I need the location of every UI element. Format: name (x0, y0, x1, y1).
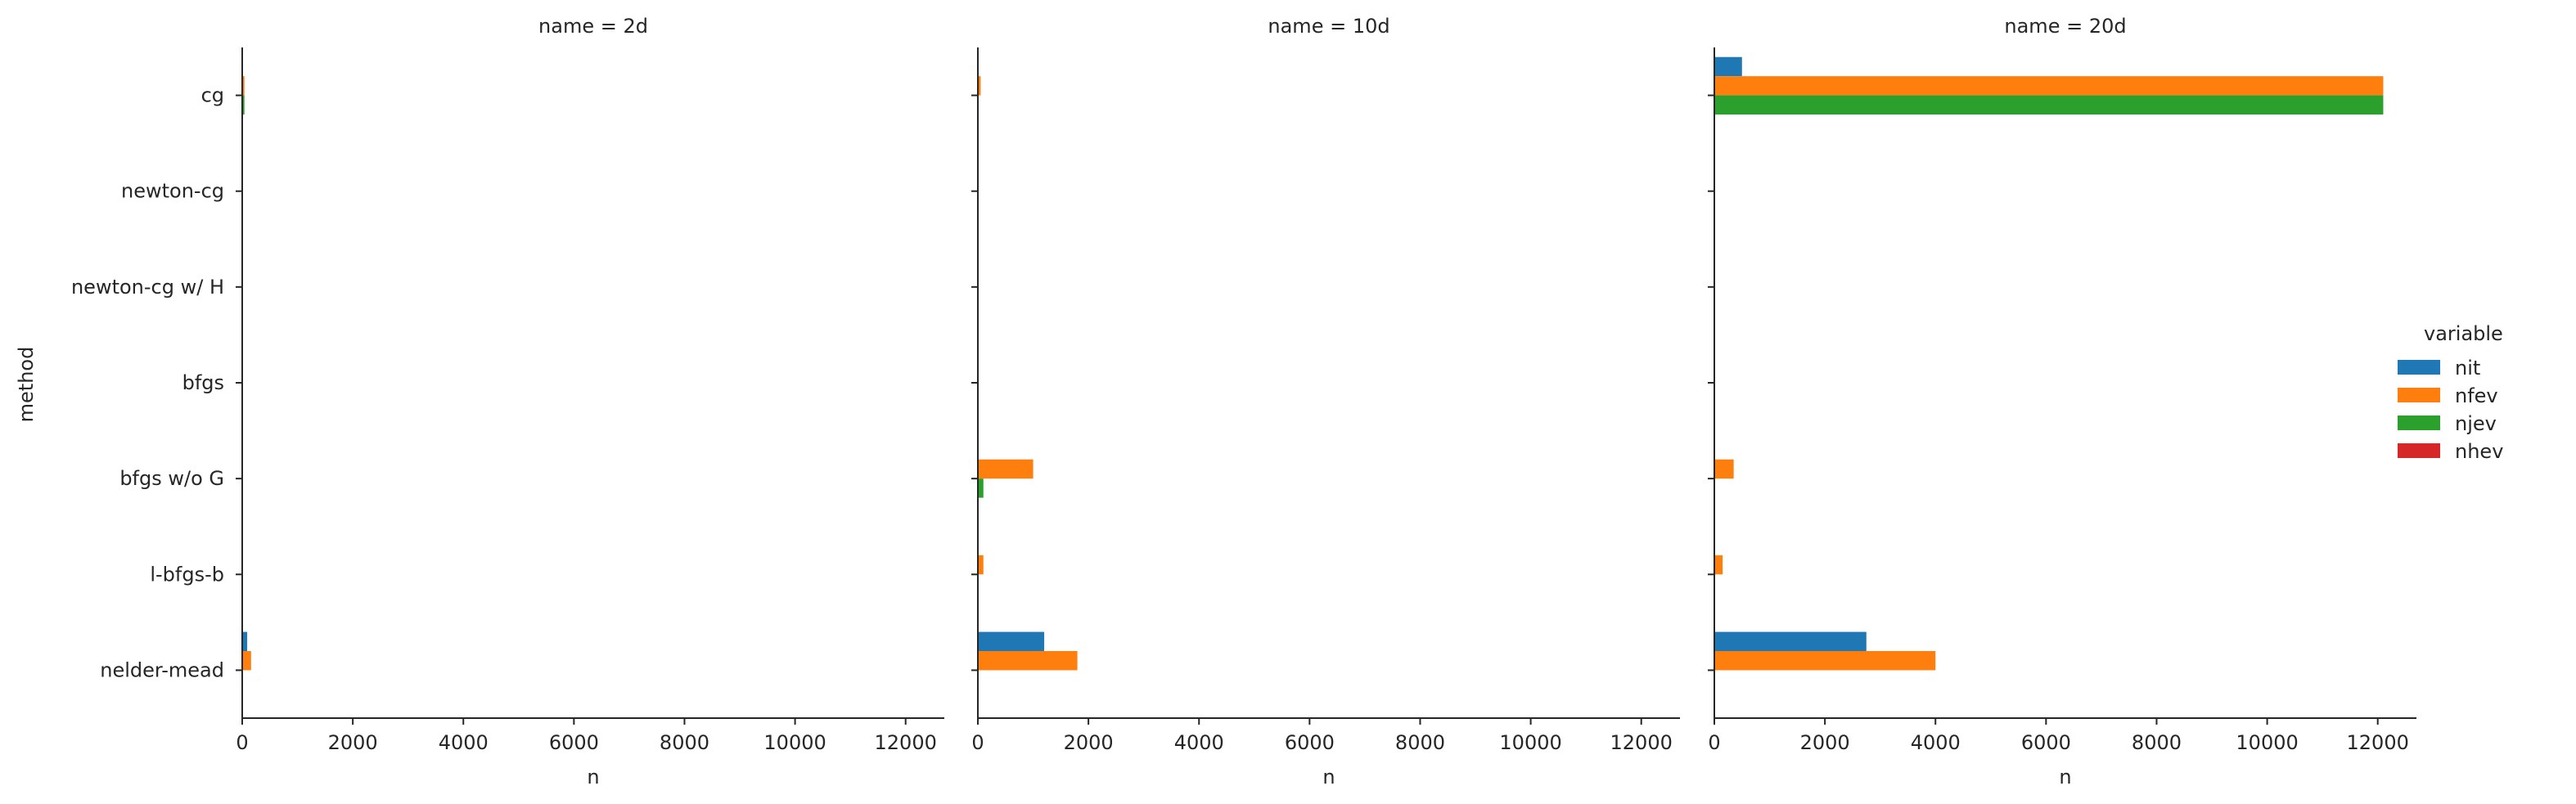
x-tick-label: 2000 (1800, 731, 1850, 754)
x-tick-label: 6000 (549, 731, 599, 754)
bar (978, 651, 1078, 671)
bar (242, 95, 245, 115)
bar (1714, 651, 1936, 671)
bar (978, 76, 981, 96)
x-tick-label: 4000 (439, 731, 489, 754)
x-tick-label: 10000 (763, 731, 826, 754)
bar (1714, 56, 1742, 77)
bar (1714, 76, 2384, 96)
legend-swatch (2398, 388, 2440, 402)
y-tick-label: newton-cg (121, 180, 224, 203)
panel-title: name = 10d (1268, 15, 1389, 38)
panel-title: name = 20d (2004, 15, 2126, 38)
x-tick-label: 2000 (328, 731, 378, 754)
legend-label: nhev (2455, 440, 2503, 463)
facet-panel: name = 2d cg newton-cg newton-cg w/ H bfgs bf… (71, 15, 944, 788)
facet-panel: name = 10d 0 2000 4000 6000 8000 10000 12000 n (971, 15, 1680, 788)
bar (1714, 459, 1734, 479)
y-tick-label: bfgs (182, 371, 224, 394)
legend-label: nfev (2455, 384, 2498, 407)
x-tick-label: 0 (1708, 731, 1720, 754)
legend-title: variable (2424, 322, 2503, 345)
x-tick-label: 12000 (875, 731, 937, 754)
x-axis-label: n (1322, 766, 1335, 788)
bar (978, 555, 984, 575)
x-tick-label: 10000 (1499, 731, 1561, 754)
x-tick-label: 10000 (2236, 731, 2298, 754)
legend-label: njev (2455, 412, 2497, 435)
x-tick-label: 8000 (1395, 731, 1445, 754)
legend-label: nit (2455, 357, 2480, 380)
facet-panel: name = 20d 0 2000 4000 6000 8000 10000 12000 n (1708, 15, 2416, 788)
bar (978, 459, 1034, 479)
bar (242, 631, 248, 651)
x-tick-label: 4000 (1174, 731, 1224, 754)
y-tick-label: nelder-mead (100, 658, 224, 681)
y-axis-label: method (15, 347, 38, 423)
legend: variable nit nfev njev nhev (2398, 322, 2503, 463)
x-axis-label: n (2059, 766, 2071, 788)
x-axis-label: n (587, 766, 599, 788)
bar (1714, 631, 1867, 651)
legend-swatch (2398, 360, 2440, 375)
bar (1714, 555, 1723, 575)
x-tick-label: 12000 (2347, 731, 2409, 754)
x-tick-label: 4000 (1911, 731, 1961, 754)
bar (242, 651, 251, 671)
y-tick-label: l-bfgs-b (150, 563, 224, 586)
legend-entries: nit nfev njev nhev (2398, 357, 2503, 463)
y-tick-label: bfgs w/o G (119, 467, 224, 490)
bar (978, 478, 984, 498)
bar (978, 631, 1045, 651)
bar (1714, 95, 2384, 115)
x-tick-label: 12000 (1610, 731, 1673, 754)
y-tick-label: newton-cg w/ H (71, 276, 224, 299)
legend-swatch (2398, 415, 2440, 430)
facet-panels: name = 2d cg newton-cg newton-cg w/ H bfgs bf… (71, 15, 2416, 788)
x-tick-label: 6000 (1285, 731, 1335, 754)
x-tick-label: 6000 (2021, 731, 2071, 754)
x-tick-label: 8000 (660, 731, 709, 754)
x-tick-label: 8000 (2132, 731, 2182, 754)
legend-swatch (2398, 443, 2440, 458)
x-tick-label: 2000 (1064, 731, 1114, 754)
bar (242, 76, 245, 96)
panel-title: name = 2d (538, 15, 648, 38)
x-tick-label: 0 (236, 731, 248, 754)
x-tick-label: 0 (971, 731, 984, 754)
y-tick-label: cg (201, 84, 224, 107)
